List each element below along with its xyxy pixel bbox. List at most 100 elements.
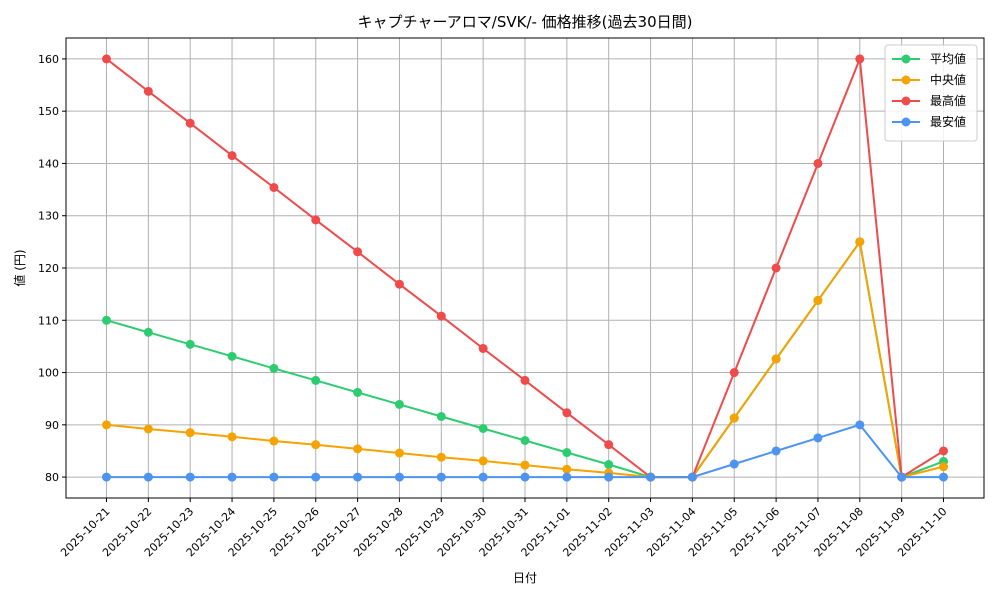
y-tick-label: 80 bbox=[45, 471, 59, 484]
y-tick-label: 160 bbox=[38, 53, 59, 66]
data-point bbox=[353, 472, 363, 482]
chart-title: キャプチャーアロマ/SVK/- 価格推移(過去30日間) bbox=[358, 13, 693, 31]
series-layer bbox=[102, 54, 948, 482]
data-point bbox=[729, 459, 739, 469]
data-point bbox=[102, 420, 111, 430]
data-point bbox=[227, 432, 237, 442]
legend-item: 中央値 bbox=[892, 72, 966, 87]
data-point bbox=[227, 472, 237, 482]
series-最高値 bbox=[102, 54, 948, 482]
legend-label: 中央値 bbox=[930, 72, 966, 87]
data-point bbox=[269, 472, 279, 482]
data-point bbox=[604, 472, 614, 482]
y-axis-label: 値 (円) bbox=[12, 249, 27, 286]
data-point bbox=[102, 54, 111, 64]
data-point bbox=[311, 375, 321, 385]
y-tick-label: 90 bbox=[45, 419, 59, 432]
data-point bbox=[855, 420, 865, 430]
data-point bbox=[311, 472, 321, 482]
legend-box bbox=[884, 44, 978, 142]
series-最安値 bbox=[102, 420, 948, 482]
data-point bbox=[269, 183, 279, 192]
data-point bbox=[311, 440, 321, 450]
data-point bbox=[813, 158, 823, 168]
data-point bbox=[771, 263, 781, 273]
legend-marker bbox=[901, 117, 911, 127]
data-point bbox=[311, 215, 321, 225]
data-point bbox=[520, 375, 530, 385]
y-tick-label: 130 bbox=[38, 210, 59, 223]
data-point bbox=[185, 118, 195, 128]
data-point bbox=[729, 413, 739, 423]
data-point bbox=[102, 472, 111, 482]
data-point bbox=[939, 446, 948, 456]
legend-marker bbox=[901, 96, 911, 106]
series-中央値 bbox=[102, 237, 948, 482]
data-point bbox=[771, 446, 781, 456]
y-tick-label: 100 bbox=[38, 367, 59, 380]
data-point bbox=[353, 247, 363, 257]
data-point bbox=[436, 411, 446, 421]
legend-item: 最安値 bbox=[892, 114, 966, 129]
data-point bbox=[520, 460, 530, 470]
data-point bbox=[143, 86, 153, 96]
data-point bbox=[394, 399, 404, 409]
data-point bbox=[562, 464, 572, 474]
legend-item: 平均値 bbox=[892, 51, 966, 66]
data-point bbox=[394, 472, 404, 482]
data-point bbox=[478, 423, 488, 433]
data-point bbox=[562, 448, 572, 458]
y-tick-label: 110 bbox=[38, 314, 59, 327]
data-point bbox=[729, 368, 739, 378]
data-point bbox=[813, 433, 823, 443]
data-point bbox=[562, 472, 572, 482]
data-point bbox=[855, 237, 865, 247]
data-point bbox=[227, 151, 237, 161]
data-point bbox=[185, 472, 195, 482]
data-point bbox=[436, 472, 446, 482]
legend-marker bbox=[901, 54, 911, 64]
data-point bbox=[813, 295, 823, 305]
data-point bbox=[604, 460, 614, 470]
data-point bbox=[939, 462, 948, 472]
data-point bbox=[771, 354, 781, 364]
data-point bbox=[185, 428, 195, 438]
data-point bbox=[436, 311, 446, 321]
data-point bbox=[687, 472, 697, 482]
data-point bbox=[394, 448, 404, 458]
data-point bbox=[855, 54, 865, 64]
data-point bbox=[520, 472, 530, 482]
legend-label: 最安値 bbox=[930, 114, 966, 129]
data-point bbox=[269, 363, 279, 373]
x-axis-ticks: 2025-10-212025-10-222025-10-232025-10-24… bbox=[58, 498, 950, 559]
legend-label: 平均値 bbox=[930, 51, 966, 66]
y-axis-ticks: 80 90 100 110 120 130 140 150 160 bbox=[38, 53, 66, 484]
data-point bbox=[520, 436, 530, 445]
legend-marker bbox=[901, 75, 911, 85]
data-point bbox=[143, 327, 153, 337]
data-point bbox=[353, 444, 363, 454]
data-point bbox=[939, 472, 948, 482]
data-point bbox=[394, 279, 404, 289]
data-point bbox=[897, 472, 907, 482]
data-point bbox=[436, 452, 446, 462]
x-axis-label: 日付 bbox=[513, 571, 537, 585]
data-point bbox=[478, 456, 488, 466]
data-point bbox=[143, 472, 153, 482]
data-point bbox=[269, 436, 279, 446]
grid-lines bbox=[66, 38, 984, 498]
y-tick-label: 120 bbox=[38, 262, 59, 275]
legend-label: 最高値 bbox=[930, 93, 966, 108]
y-tick-label: 150 bbox=[38, 105, 59, 118]
data-point bbox=[478, 472, 488, 482]
data-point bbox=[562, 408, 572, 418]
data-point bbox=[227, 351, 237, 361]
data-point bbox=[604, 440, 614, 450]
data-point bbox=[185, 339, 195, 349]
data-point bbox=[353, 387, 363, 397]
data-point bbox=[143, 424, 153, 434]
data-point bbox=[478, 344, 488, 353]
legend-item: 最高値 bbox=[892, 93, 966, 108]
